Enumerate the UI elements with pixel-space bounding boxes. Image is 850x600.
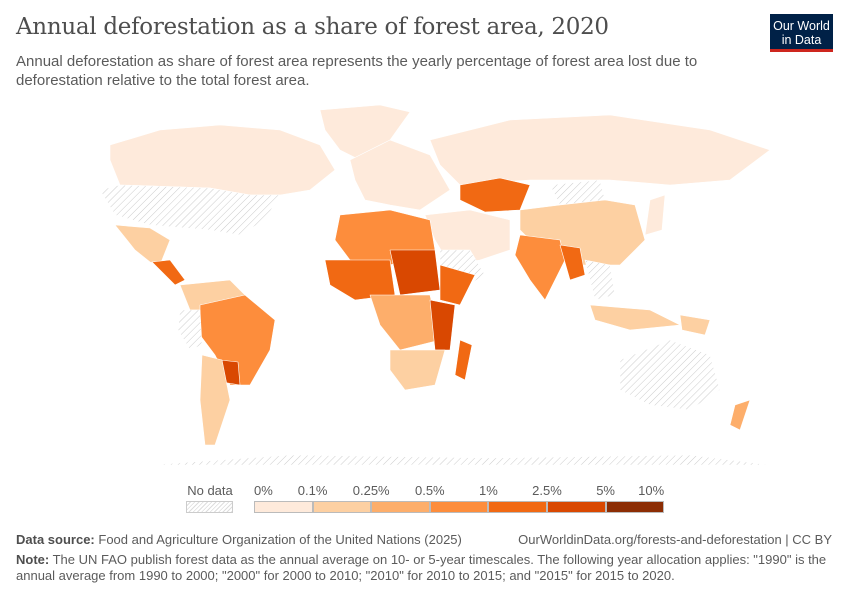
- region-new-zealand[interactable]: [729, 399, 751, 431]
- legend-bin-0[interactable]: [254, 501, 313, 513]
- region-europe[interactable]: [349, 139, 451, 211]
- region-east-africa[interactable]: [429, 299, 456, 351]
- chart-subtitle: Annual deforestation as share of forest …: [16, 53, 698, 89]
- legend-bin-1[interactable]: [312, 501, 372, 513]
- region-india[interactable]: [514, 234, 566, 301]
- map-legend: No data 0% 0.1% 0.25% 0.5% 1% 2.5% 5% 10%: [0, 480, 850, 520]
- legend-bin-3[interactable]: [429, 501, 489, 513]
- logo-text-1: Our World: [773, 18, 830, 33]
- region-se-asia[interactable]: [584, 259, 616, 301]
- region-russia[interactable]: [429, 114, 771, 186]
- legend-tick-label: 10%: [638, 483, 665, 498]
- region-peru[interactable]: [177, 309, 203, 351]
- legend-tick-label: 0.5%: [414, 483, 445, 498]
- region-chad-sudan[interactable]: [389, 249, 441, 296]
- region-kazakhstan[interactable]: [459, 177, 531, 213]
- chart-note: Note: The UN FAO publish forest data as …: [16, 552, 836, 584]
- legend-no-data-label: No data: [187, 483, 233, 498]
- legend-tick-label: 0.25%: [352, 483, 390, 498]
- legend-no-data-swatch[interactable]: [186, 501, 233, 513]
- legend-tick-label: 0.1%: [297, 483, 328, 498]
- region-horn[interactable]: [439, 264, 476, 306]
- region-southern-africa[interactable]: [389, 349, 446, 391]
- region-australia[interactable]: [619, 339, 721, 411]
- region-mexico[interactable]: [114, 224, 171, 266]
- region-west-africa[interactable]: [324, 259, 396, 301]
- legend-bin-2[interactable]: [371, 501, 430, 513]
- region-canada[interactable]: [109, 124, 336, 196]
- legend-bin-5[interactable]: [547, 501, 606, 513]
- region-madagascar[interactable]: [454, 339, 473, 381]
- region-png[interactable]: [679, 314, 711, 336]
- world-map[interactable]: [90, 100, 790, 470]
- logo-text-2: in Data: [781, 32, 822, 47]
- note-label: Note:: [16, 552, 50, 567]
- note-text: The UN FAO publish forest data as the an…: [16, 552, 827, 583]
- region-usa[interactable]: [99, 184, 281, 236]
- source-text: Food and Agriculture Organization of the…: [98, 532, 462, 547]
- legend-tick-label: 5%: [596, 483, 615, 498]
- region-japan[interactable]: [644, 194, 666, 236]
- legend-tick-label: 2.5%: [532, 483, 562, 498]
- region-indonesia[interactable]: [589, 304, 681, 331]
- legend-bin-6[interactable]: [605, 501, 665, 513]
- region-antarctica[interactable]: [149, 454, 771, 466]
- region-central-africa[interactable]: [369, 294, 441, 351]
- region-myanmar[interactable]: [559, 244, 586, 281]
- legend-tick-label: 1%: [478, 483, 498, 498]
- data-source: Data source: Food and Agriculture Organi…: [16, 532, 462, 547]
- legend-tick-label: 0%: [254, 483, 273, 498]
- source-label: Data source:: [16, 532, 95, 547]
- region-central-america[interactable]: [151, 259, 186, 286]
- owid-logo[interactable]: Our World in Data: [770, 14, 833, 52]
- chart-title: Annual deforestation as a share of fores…: [16, 14, 609, 40]
- source-url-link[interactable]: OurWorldinData.org/forests-and-deforesta…: [518, 532, 832, 547]
- legend-bin-4[interactable]: [488, 501, 547, 513]
- region-argentina[interactable]: [199, 354, 231, 446]
